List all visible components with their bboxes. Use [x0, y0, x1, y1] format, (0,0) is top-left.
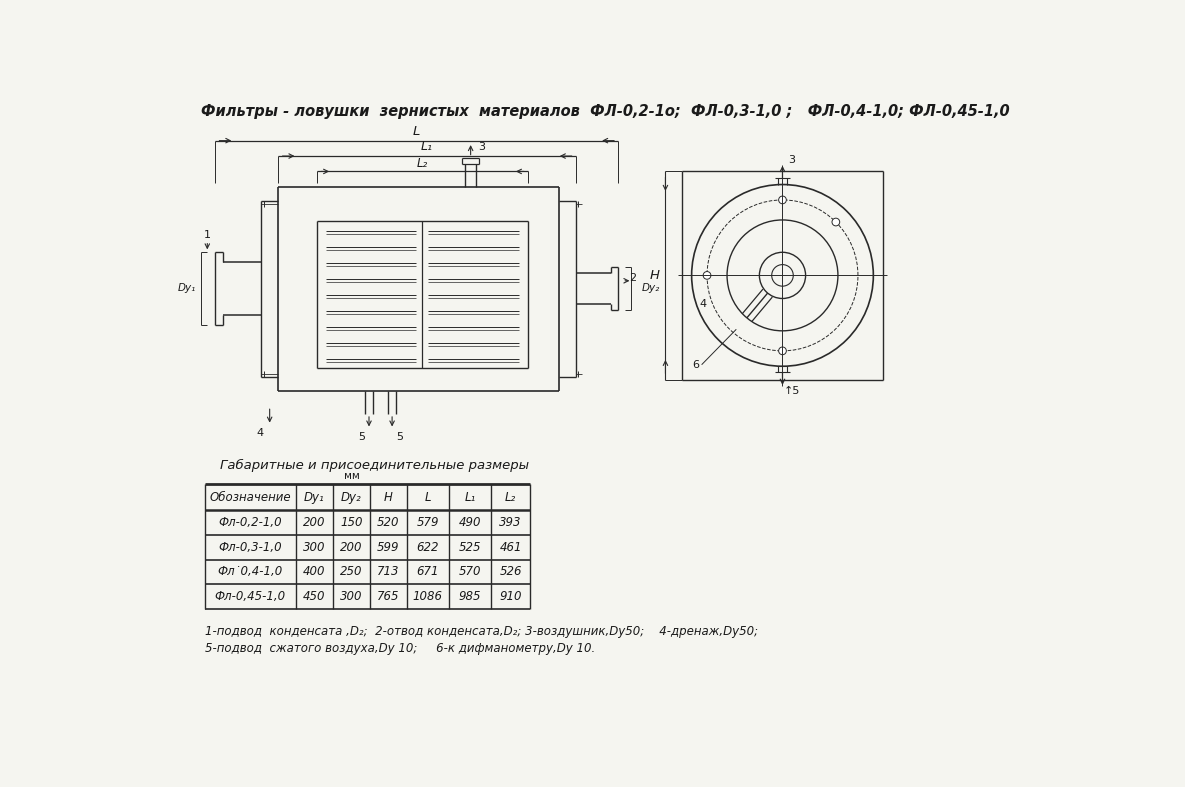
Text: 3: 3: [479, 142, 486, 152]
Text: 450: 450: [303, 590, 326, 603]
Text: 200: 200: [340, 541, 363, 554]
Text: 200: 200: [303, 516, 326, 529]
Circle shape: [703, 272, 711, 279]
Text: L₂: L₂: [505, 491, 517, 504]
Text: 1: 1: [204, 231, 211, 240]
Text: 6: 6: [693, 360, 700, 370]
Text: Габаритные и присоединительные размеры: Габаритные и присоединительные размеры: [220, 459, 530, 472]
Text: 713: 713: [377, 565, 399, 578]
Text: 393: 393: [499, 516, 521, 529]
Text: 4: 4: [699, 299, 706, 309]
Text: 5-подвод  сжатого воздуха,Dy 10;     6-к дифманометру,Dy 10.: 5-подвод сжатого воздуха,Dy 10; 6-к дифм…: [205, 642, 595, 656]
Text: 570: 570: [459, 565, 481, 578]
Text: 579: 579: [416, 516, 438, 529]
Text: Dy₁: Dy₁: [303, 491, 325, 504]
Text: Dy₁: Dy₁: [178, 283, 197, 294]
Text: 2: 2: [629, 273, 636, 283]
Text: 490: 490: [459, 516, 481, 529]
Text: L: L: [424, 491, 431, 504]
Text: 4: 4: [257, 428, 264, 438]
Text: Dy₂: Dy₂: [641, 283, 660, 294]
Text: 400: 400: [303, 565, 326, 578]
Text: L₁: L₁: [421, 140, 433, 153]
Text: 599: 599: [377, 541, 399, 554]
Text: Фл-0,2-1,0: Фл-0,2-1,0: [218, 516, 282, 529]
Text: Фильтры - ловушки  зернистых  материалов  ФЛ-0,2-1о;  ФЛ-0,3-1,0 ;   ФЛ-0,4-1,0;: Фильтры - ловушки зернистых материалов Ф…: [201, 104, 1010, 119]
Text: L₂: L₂: [416, 157, 428, 170]
Text: 526: 526: [499, 565, 521, 578]
Text: 250: 250: [340, 565, 363, 578]
Text: H: H: [649, 269, 660, 282]
Text: 910: 910: [499, 590, 521, 603]
Text: 300: 300: [303, 541, 326, 554]
Text: 520: 520: [377, 516, 399, 529]
Circle shape: [832, 218, 840, 226]
Text: 300: 300: [340, 590, 363, 603]
Text: мм: мм: [344, 471, 359, 482]
Text: 525: 525: [459, 541, 481, 554]
Text: Фл-0,3-1,0: Фл-0,3-1,0: [218, 541, 282, 554]
Text: L₁: L₁: [465, 491, 475, 504]
Text: 985: 985: [459, 590, 481, 603]
Text: Dy₂: Dy₂: [341, 491, 361, 504]
Text: 1086: 1086: [412, 590, 442, 603]
Text: Фл-0,45-1,0: Фл-0,45-1,0: [214, 590, 286, 603]
Text: H: H: [384, 491, 392, 504]
Text: 765: 765: [377, 590, 399, 603]
Text: ↑5: ↑5: [783, 386, 800, 396]
Text: Обозначение: Обозначение: [210, 491, 292, 504]
Text: 622: 622: [416, 541, 438, 554]
Text: 3: 3: [788, 155, 795, 165]
Text: 461: 461: [499, 541, 521, 554]
Text: L: L: [414, 125, 421, 138]
Circle shape: [779, 196, 787, 204]
Text: 5: 5: [358, 432, 365, 442]
Text: 1-подвод  конденсата ,D₂;  2-отвод конденсата,D₂; 3-воздушник,Dy50;    4-дренаж,: 1-подвод конденсата ,D₂; 2-отвод конденс…: [205, 626, 762, 638]
Text: 150: 150: [340, 516, 363, 529]
Text: 5: 5: [396, 432, 403, 442]
Circle shape: [779, 347, 787, 355]
Text: Фл˙0,4-1,0: Фл˙0,4-1,0: [218, 565, 283, 578]
Text: 671: 671: [416, 565, 438, 578]
